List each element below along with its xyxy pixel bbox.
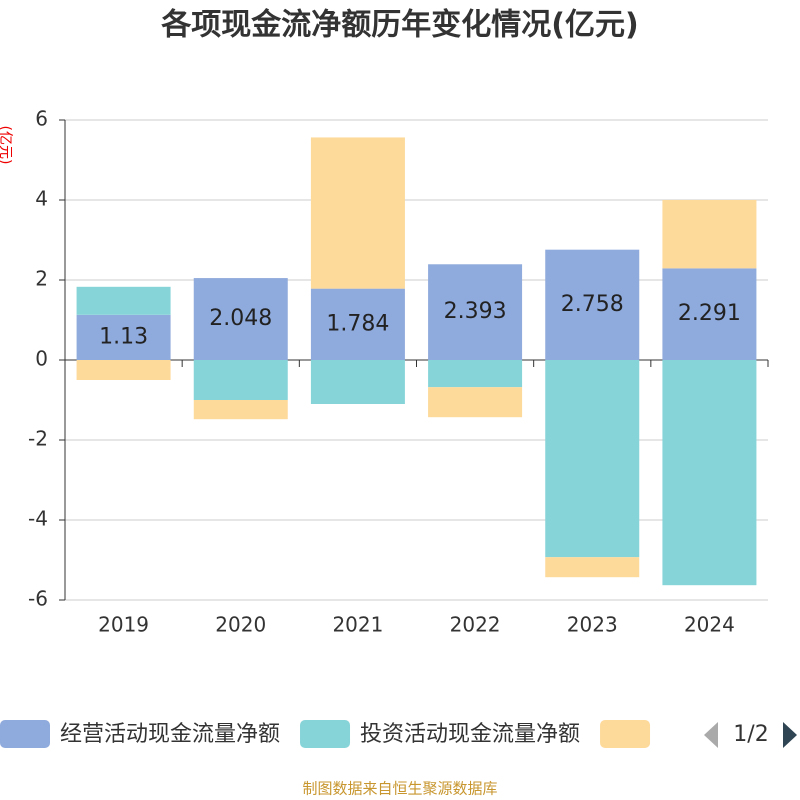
bar (662, 199, 757, 269)
y-axis-label: (亿元) (0, 126, 13, 165)
bar (662, 268, 757, 360)
bar (662, 360, 757, 586)
x-tick-label: 2019 (98, 613, 149, 637)
bar (76, 360, 171, 380)
legend-swatch (0, 720, 50, 748)
legend-swatch (600, 720, 651, 748)
legend-label: 经营活动现金流量净额 (60, 722, 280, 747)
bar (545, 557, 640, 578)
legend-swatch (300, 720, 351, 748)
data-label: 2.758 (561, 292, 624, 317)
bar (428, 387, 523, 418)
bar (193, 278, 288, 360)
legend-label: 投资活动现金流量净额 (360, 722, 580, 747)
x-tick-label: 2021 (332, 613, 383, 637)
x-tick-label: 2020 (215, 613, 266, 637)
data-label: 2.048 (209, 306, 272, 331)
y-tick-label: 6 (35, 107, 48, 131)
x-tick-label: 2022 (450, 613, 501, 637)
source-note: 制图数据来自恒生聚源数据库 (302, 780, 497, 798)
x-tick-label: 2023 (567, 613, 618, 637)
y-tick-label: 0 (35, 347, 48, 371)
x-tick-label: 2024 (684, 613, 735, 637)
data-label: 1.13 (99, 324, 148, 349)
y-tick-label: 4 (35, 187, 48, 211)
data-label: 2.291 (678, 301, 741, 326)
bar (193, 360, 288, 400)
data-label: 1.784 (326, 311, 389, 336)
bar (310, 288, 405, 360)
legend-page: 1/2 (733, 722, 768, 747)
legend-next[interactable] (783, 722, 797, 748)
bar (76, 314, 171, 360)
bar (428, 264, 523, 360)
bar (545, 249, 640, 360)
bar (428, 360, 523, 388)
y-tick-label: -4 (28, 507, 48, 531)
y-tick-label: -6 (28, 587, 48, 611)
data-label: 2.393 (444, 299, 507, 324)
legend-prev[interactable] (704, 722, 718, 748)
y-tick-label: -2 (28, 427, 48, 451)
bar (193, 400, 288, 420)
bar (310, 137, 405, 289)
bar (76, 286, 171, 315)
bar (310, 360, 405, 404)
chart-title: 各项现金流净额历年变化情况(亿元) (160, 8, 638, 43)
bar (545, 360, 640, 558)
y-tick-label: 2 (35, 267, 48, 291)
